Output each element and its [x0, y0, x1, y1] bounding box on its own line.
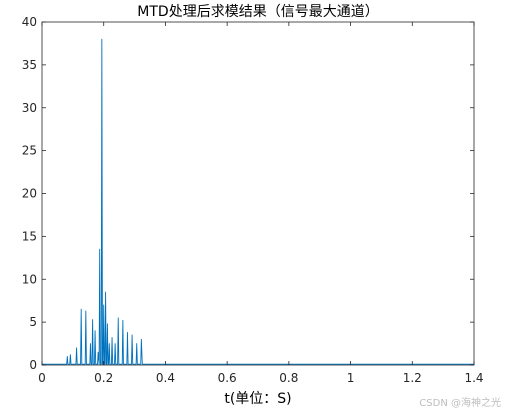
y-tick-label: 15 — [22, 229, 37, 243]
plot-frame — [41, 21, 475, 366]
x-tick-label: 1.2 — [403, 371, 422, 385]
x-tick-label: 0.4 — [156, 371, 175, 385]
y-axis-ticks: 0 5 10 15 20 25 30 35 40 — [22, 15, 474, 372]
x-tick-label: 0.8 — [279, 371, 298, 385]
chart-title: MTD处理后求模结果（信号最大通道） — [137, 4, 378, 20]
y-tick-label: 30 — [22, 101, 37, 115]
y-tick-label: 35 — [22, 58, 37, 72]
watermark: CSDN @海神之光 — [419, 398, 501, 409]
y-tick-label: 25 — [22, 144, 37, 158]
x-tick-label: 0.2 — [94, 371, 113, 385]
y-tick-label: 10 — [22, 272, 37, 286]
plot-area — [41, 21, 475, 366]
y-tick-label: 20 — [22, 187, 37, 201]
x-axis-label: t(单位：S) — [224, 391, 291, 407]
series-line-0 — [42, 38, 474, 365]
x-tick-label: 1 — [347, 371, 355, 385]
x-tick-label: 0 — [38, 371, 46, 385]
x-tick-label: 1.4 — [464, 371, 483, 385]
x-axis-ticks: 0 0.2 0.4 0.6 0.8 1 1.2 1.4 — [38, 22, 484, 385]
y-tick-label: 0 — [29, 358, 37, 372]
x-tick-label: 0.6 — [218, 371, 237, 385]
y-tick-label: 40 — [22, 15, 37, 29]
y-tick-label: 5 — [29, 315, 37, 329]
